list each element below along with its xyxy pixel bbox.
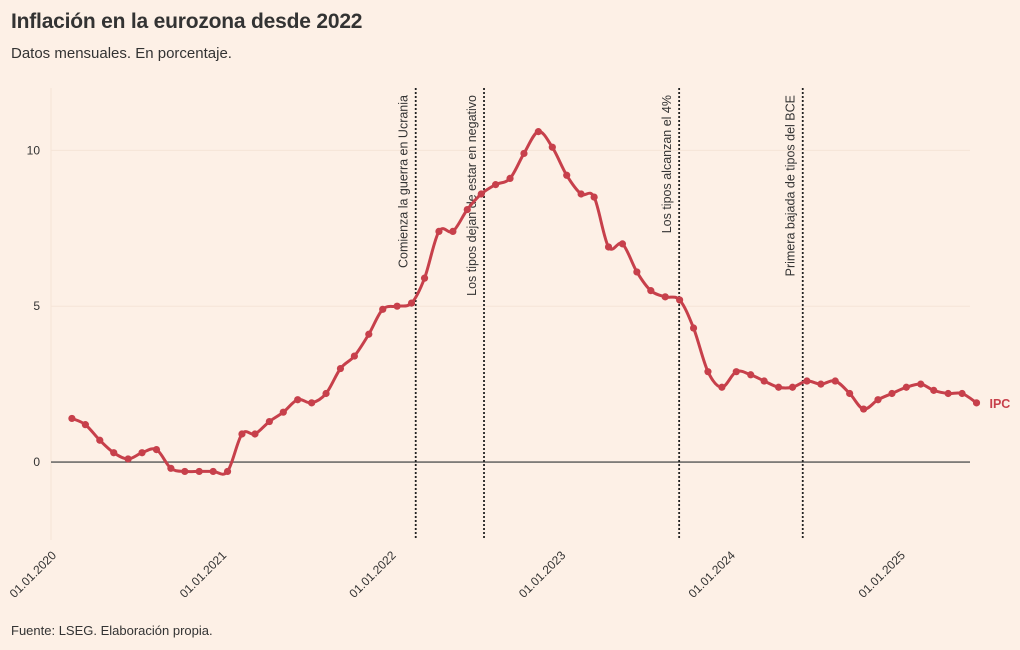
data-point (548, 143, 556, 151)
data-point (167, 464, 175, 472)
x-tick-label: 01.01.2025 (856, 548, 909, 601)
data-point (308, 399, 316, 407)
source-note: Fuente: LSEG. Elaboración propia. (11, 623, 213, 638)
data-point (944, 389, 952, 398)
data-point (223, 467, 232, 476)
data-point (577, 190, 585, 198)
data-point (732, 368, 740, 376)
data-point (110, 449, 118, 457)
data-point (831, 377, 839, 385)
data-point (96, 436, 104, 444)
data-point (379, 305, 387, 313)
data-point (463, 205, 471, 214)
event-label: Los tipos dejan de estar en negativo (465, 95, 479, 296)
event-label: Comienza la guerra en Ucrania (397, 95, 411, 268)
data-point (365, 330, 373, 338)
y-tick-label: 5 (33, 299, 40, 313)
y-tick-label: 0 (33, 455, 40, 469)
data-point (972, 399, 981, 407)
data-point (958, 389, 966, 398)
data-point (902, 383, 910, 391)
y-tick-label: 10 (27, 143, 41, 157)
x-tick-label: 01.01.2022 (346, 548, 399, 601)
data-point (322, 389, 330, 398)
data-point (435, 227, 443, 235)
data-point (676, 296, 684, 304)
data-point (336, 364, 345, 373)
data-point (618, 240, 627, 248)
data-point (492, 181, 500, 189)
data-point (449, 227, 457, 235)
data-point (181, 467, 189, 476)
data-point (195, 467, 203, 476)
data-point (563, 171, 571, 179)
data-point (788, 383, 797, 391)
x-tick-label: 01.01.2021 (177, 548, 230, 601)
data-point (718, 383, 726, 391)
data-point (803, 377, 811, 385)
data-point (265, 417, 273, 426)
data-point (817, 380, 825, 388)
data-point (888, 389, 896, 398)
data-point (860, 405, 868, 413)
data-point (774, 383, 783, 391)
data-point (138, 449, 146, 457)
data-point (661, 293, 669, 301)
data-point (152, 446, 161, 454)
data-point (633, 268, 641, 276)
chart-subtitle: Datos mensuales. En porcentaje. (11, 45, 232, 62)
data-point (81, 421, 89, 429)
data-point (520, 149, 528, 158)
data-point (689, 324, 698, 332)
data-point (534, 128, 542, 136)
event-label: Los tipos alcanzan el 4% (660, 95, 674, 233)
data-point (590, 193, 598, 201)
data-point (704, 368, 712, 376)
data-point (874, 396, 882, 404)
x-tick-label: 01.01.2024 (686, 548, 739, 601)
data-point (477, 190, 485, 198)
data-point (68, 414, 76, 423)
data-point (846, 389, 854, 398)
x-tick-label: 01.01.2020 (7, 548, 60, 601)
series-ipc (70, 130, 978, 476)
gridlines (50, 88, 970, 540)
data-point (393, 302, 401, 310)
data-point (124, 455, 132, 463)
data-point (747, 371, 755, 379)
data-point (294, 396, 302, 404)
axes: 0 5 10 01.01.2020 01.01.2021 01.01.2022 01.01.… (7, 143, 908, 600)
data-point (930, 386, 938, 394)
x-tick-label: 01.01.2023 (516, 548, 569, 601)
series-ipc-points: IPC (68, 128, 1011, 476)
data-point (506, 174, 514, 182)
data-point (238, 430, 246, 438)
data-point (279, 408, 287, 416)
series-label-ipc: IPC (990, 397, 1011, 411)
data-point (251, 430, 259, 438)
data-point (760, 377, 768, 385)
series-line-ipc (70, 130, 978, 476)
data-point (209, 467, 217, 476)
data-point (917, 380, 925, 388)
data-point (420, 274, 429, 282)
event-markers: Comienza la guerra en Ucrania Los tipos d… (397, 88, 804, 540)
data-point (604, 243, 613, 251)
event-label: Primera bajada de tipos del BCE (784, 95, 798, 276)
data-point (350, 352, 358, 360)
chart-title: Inflación en la eurozona desde 2022 (11, 10, 363, 33)
data-point (647, 287, 655, 295)
data-point (407, 299, 416, 307)
